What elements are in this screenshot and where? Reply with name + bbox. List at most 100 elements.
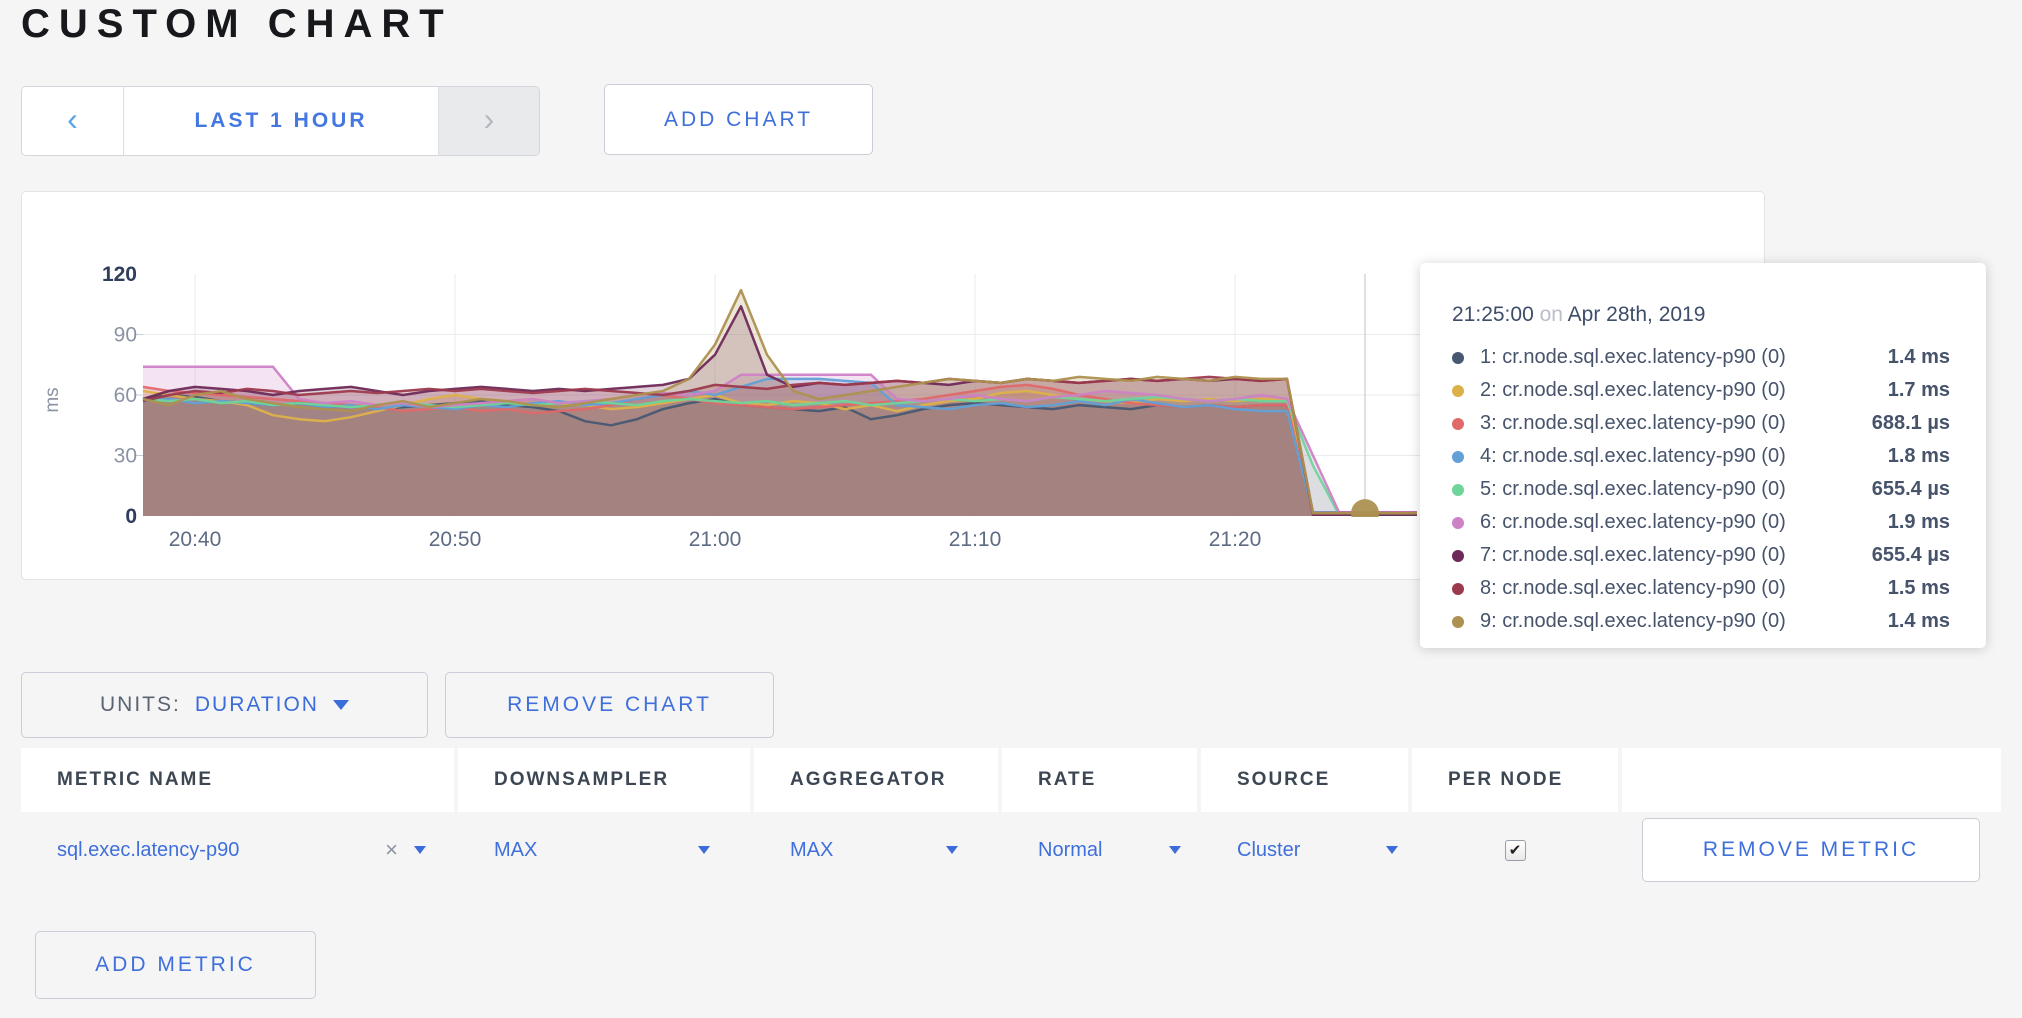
- chevron-left-icon: ‹: [67, 101, 78, 137]
- series-value: 1.5 ms: [1887, 577, 1950, 599]
- tooltip-time: 21:25:00: [1452, 303, 1534, 326]
- next-time-button[interactable]: ›: [438, 87, 539, 155]
- per-node-checkbox[interactable]: ✔: [1504, 839, 1526, 861]
- svg-text:20:40: 20:40: [169, 528, 222, 551]
- series-value: 1.8 ms: [1887, 445, 1950, 467]
- column-header: SOURCE: [1201, 748, 1408, 812]
- column-header: AGGREGATOR: [754, 748, 998, 812]
- rate-value: Normal: [1038, 838, 1103, 861]
- series-label: 8: cr.node.sql.exec.latency-p90 (0): [1480, 577, 1786, 599]
- chevron-down-icon: [1169, 846, 1181, 854]
- series-dot-icon: [1452, 384, 1464, 397]
- series-label: 1: cr.node.sql.exec.latency-p90 (0): [1480, 346, 1786, 368]
- svg-text:0: 0: [125, 505, 137, 528]
- series-dot-icon: [1452, 351, 1464, 364]
- series-value: 688.1 µs: [1871, 412, 1950, 434]
- svg-text:21:00: 21:00: [689, 528, 742, 551]
- tooltip-series-row: 7: cr.node.sql.exec.latency-p90 (0) 655.4…: [1452, 539, 1950, 572]
- latency-chart[interactable]: 0 30 60 90 120 20:40 20:50 21:00 21:10 21:20 ms: [21, 191, 1765, 580]
- source-value: Cluster: [1237, 838, 1301, 861]
- tooltip-series-row: 8: cr.node.sql.exec.latency-p90 (0) 1.5 m…: [1452, 572, 1950, 605]
- remove-metric-button[interactable]: REMOVE METRIC: [1642, 818, 1980, 882]
- tooltip-series-row: 3: cr.node.sql.exec.latency-p90 (0) 688.1…: [1452, 407, 1950, 440]
- source-dropdown[interactable]: Cluster: [1201, 812, 1408, 888]
- chevron-down-icon: [698, 846, 710, 854]
- series-value: 655.4 µs: [1871, 544, 1950, 566]
- time-range-button[interactable]: LAST 1 HOUR: [124, 87, 438, 155]
- svg-text:60: 60: [114, 384, 137, 407]
- metric-name-value: sql.exec.latency-p90: [57, 838, 240, 861]
- units-value: DURATION: [194, 693, 319, 716]
- series-value: 1.9 ms: [1887, 511, 1950, 533]
- svg-text:ms: ms: [42, 387, 63, 412]
- tooltip-conjunction: on: [1539, 303, 1563, 326]
- column-header: DOWNSAMPLER: [458, 748, 750, 812]
- series-label: 5: cr.node.sql.exec.latency-p90 (0): [1480, 478, 1786, 500]
- chevron-down-icon: [1386, 846, 1398, 854]
- aggregator-value: MAX: [790, 838, 834, 861]
- units-dropdown[interactable]: UNITS: DURATION: [21, 672, 428, 738]
- series-value: 655.4 µs: [1871, 478, 1950, 500]
- chevron-down-icon: [946, 846, 958, 854]
- tooltip-series-row: 1: cr.node.sql.exec.latency-p90 (0) 1.4 m…: [1452, 341, 1950, 374]
- checkmark-icon: ✔: [1508, 842, 1522, 859]
- metrics-table-header: METRIC NAME DOWNSAMPLER AGGREGATOR RATE SOUR…: [21, 748, 2001, 812]
- add-chart-button[interactable]: ADD CHART: [604, 84, 873, 155]
- chevron-right-icon: ›: [483, 101, 495, 137]
- svg-text:20:50: 20:50: [429, 528, 482, 551]
- clear-metric-icon[interactable]: ×: [385, 837, 398, 862]
- downsampler-value: MAX: [494, 838, 538, 861]
- aggregator-dropdown[interactable]: MAX: [754, 812, 998, 888]
- series-dot-icon: [1452, 549, 1464, 562]
- time-range-selector: ‹ LAST 1 HOUR ›: [21, 86, 540, 156]
- rate-dropdown[interactable]: Normal: [1002, 812, 1197, 888]
- remove-metric-cell: REMOVE METRIC: [1622, 812, 2001, 888]
- series-dot-icon: [1452, 450, 1464, 463]
- svg-text:120: 120: [102, 263, 137, 286]
- time-range-label: LAST 1 HOUR: [194, 109, 368, 132]
- series-dot-icon: [1452, 516, 1464, 529]
- svg-text:90: 90: [114, 324, 137, 347]
- series-label: 9: cr.node.sql.exec.latency-p90 (0): [1480, 610, 1786, 632]
- chevron-down-icon: [332, 700, 349, 710]
- remove-chart-button[interactable]: REMOVE CHART: [445, 672, 774, 738]
- series-label: 4: cr.node.sql.exec.latency-p90 (0): [1480, 445, 1786, 467]
- add-metric-button[interactable]: ADD METRIC: [35, 931, 316, 999]
- tooltip-series-row: 2: cr.node.sql.exec.latency-p90 (0) 1.7 m…: [1452, 374, 1950, 407]
- series-label: 3: cr.node.sql.exec.latency-p90 (0): [1480, 412, 1786, 434]
- metric-name-dropdown[interactable]: sql.exec.latency-p90 ×: [21, 812, 454, 888]
- series-dot-icon: [1452, 615, 1464, 628]
- column-header: PER NODE: [1412, 748, 1618, 812]
- series-value: 1.4 ms: [1887, 610, 1950, 632]
- series-dot-icon: [1452, 582, 1464, 595]
- units-label: UNITS:: [100, 693, 181, 716]
- series-dot-icon: [1452, 483, 1464, 496]
- series-label: 6: cr.node.sql.exec.latency-p90 (0): [1480, 511, 1786, 533]
- per-node-cell: ✔: [1412, 812, 1618, 888]
- tooltip-series-row: 9: cr.node.sql.exec.latency-p90 (0) 1.4 m…: [1452, 605, 1950, 638]
- series-label: 2: cr.node.sql.exec.latency-p90 (0): [1480, 379, 1786, 401]
- tooltip-series-row: 5: cr.node.sql.exec.latency-p90 (0) 655.4…: [1452, 473, 1950, 506]
- prev-time-button[interactable]: ‹: [22, 87, 124, 155]
- tooltip-legend: 1: cr.node.sql.exec.latency-p90 (0) 1.4 m…: [1452, 341, 1950, 638]
- series-label: 7: cr.node.sql.exec.latency-p90 (0): [1480, 544, 1786, 566]
- tooltip-series-row: 6: cr.node.sql.exec.latency-p90 (0) 1.9 m…: [1452, 506, 1950, 539]
- page-title: CUSTOM CHART: [21, 2, 453, 46]
- svg-text:21:10: 21:10: [949, 528, 1002, 551]
- tooltip-date: Apr 28th, 2019: [1567, 303, 1706, 326]
- column-header: RATE: [1002, 748, 1197, 812]
- svg-text:30: 30: [114, 445, 137, 468]
- series-dot-icon: [1452, 417, 1464, 430]
- series-value: 1.4 ms: [1887, 346, 1950, 368]
- svg-text:21:20: 21:20: [1209, 528, 1262, 551]
- metric-row: sql.exec.latency-p90 × MAX MAX Normal Cl…: [21, 812, 2001, 888]
- tooltip-series-row: 4: cr.node.sql.exec.latency-p90 (0) 1.8 m…: [1452, 440, 1950, 473]
- column-header: [1622, 748, 2001, 812]
- chevron-down-icon: [414, 846, 426, 854]
- downsampler-dropdown[interactable]: MAX: [458, 812, 750, 888]
- chart-tooltip: 21:25:00 on Apr 28th, 2019 1: cr.node.sq…: [1420, 263, 1986, 648]
- tooltip-title: 21:25:00 on Apr 28th, 2019: [1452, 303, 1950, 327]
- column-header: METRIC NAME: [21, 748, 454, 812]
- series-value: 1.7 ms: [1887, 379, 1950, 401]
- metrics-table: METRIC NAME DOWNSAMPLER AGGREGATOR RATE SOUR…: [21, 748, 2001, 888]
